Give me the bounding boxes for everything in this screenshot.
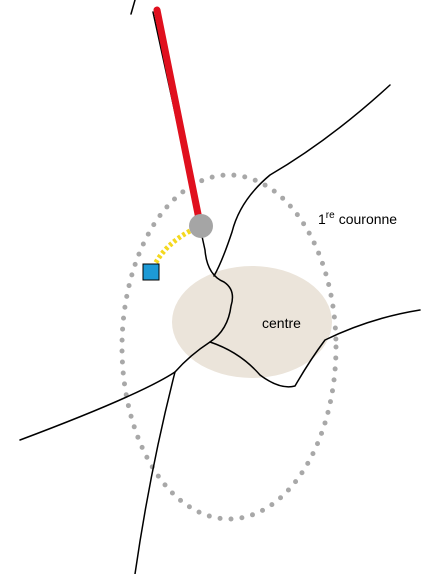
road [213,84,391,277]
ring-label: 1re couronne [318,210,397,227]
road [209,309,421,388]
red-line [153,6,204,228]
yellow-link [152,228,192,266]
stop [142,263,160,281]
ring-word: couronne [339,211,398,227]
ring-superscript: re [326,210,335,221]
station [189,214,213,238]
road [130,0,136,15]
road [19,11,234,441]
road [134,371,176,574]
ring-number: 1 [318,211,326,227]
first-ring [119,172,339,522]
centre-label: centre [262,315,301,331]
centre-area [172,266,332,378]
